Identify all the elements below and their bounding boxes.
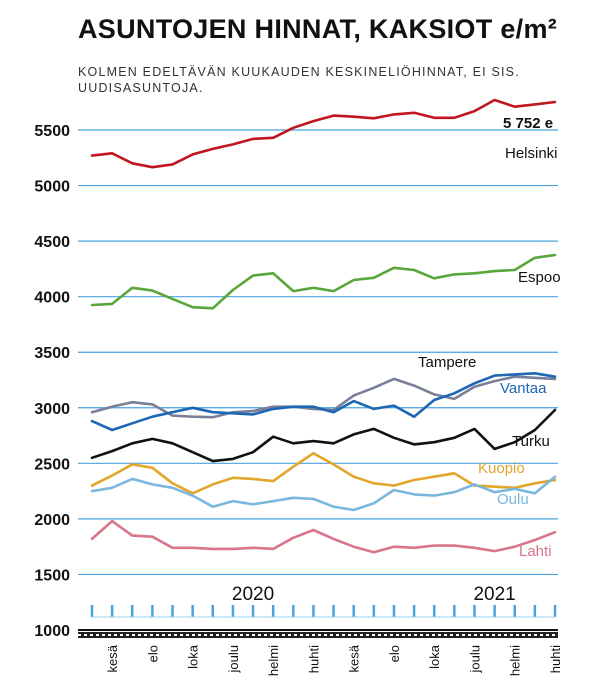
y-tick-label: 4000: [34, 290, 70, 307]
x-tick-label: helmi: [266, 645, 281, 676]
series-label-espoo: Espoo: [518, 269, 561, 286]
y-tick-label: 2000: [34, 512, 70, 529]
series-label-oulu: Oulu: [497, 491, 529, 508]
series-line-lahti: [90, 519, 557, 554]
y-tick-label: 3000: [34, 401, 70, 418]
series-label-kuopio: Kuopio: [478, 460, 525, 477]
x-tick-label: huhti: [548, 645, 563, 673]
x-tick-label: helmi: [508, 645, 523, 676]
year-label: 2020: [232, 584, 274, 605]
x-tick-label: kesä: [105, 644, 120, 672]
y-tick-label: 5500: [34, 123, 70, 140]
x-tick-label: joulu: [467, 645, 482, 673]
x-tick-label: elo: [145, 645, 160, 662]
year-label: 2021: [473, 584, 515, 605]
y-tick-label: 3500: [34, 345, 70, 362]
series-line-helsinki: [90, 98, 557, 169]
x-tick-label: huhti: [306, 645, 321, 673]
series-label-turku: Turku: [512, 433, 550, 450]
x-tick-label: loka: [427, 644, 442, 669]
chart-title: ASUNTOJEN HINNAT, KAKSIOT e/m²: [78, 14, 558, 44]
chart-subtitle: KOLMEN EDELTÄVÄN KUUKAUDEN KESKINELIÖHIN…: [78, 65, 520, 95]
series-label-vantaa: Vantaa: [500, 380, 547, 397]
series-line-vantaa: [90, 371, 557, 432]
series-line-turku: [90, 408, 557, 463]
series-line-espoo: [90, 253, 557, 310]
x-tick-label: joulu: [226, 645, 241, 673]
y-tick-label: 4500: [34, 234, 70, 251]
x-tick-label: kesä: [347, 644, 362, 672]
y-tick-label: 2500: [34, 456, 70, 473]
helsinki-value-label: 5 752 e: [503, 115, 553, 132]
y-tick-label: 5000: [34, 179, 70, 196]
y-tick-label: 1500: [34, 567, 70, 584]
series-line-oulu: [90, 475, 557, 512]
series-label-lahti: Lahti: [519, 543, 552, 560]
series-label-helsinki: Helsinki: [505, 145, 558, 162]
y-tick-label: 1000: [34, 623, 70, 640]
x-tick-label: elo: [387, 645, 402, 662]
series-label-tampere: Tampere: [418, 354, 476, 371]
x-tick-label: loka: [186, 644, 201, 669]
series-line-tampere: [90, 375, 557, 419]
